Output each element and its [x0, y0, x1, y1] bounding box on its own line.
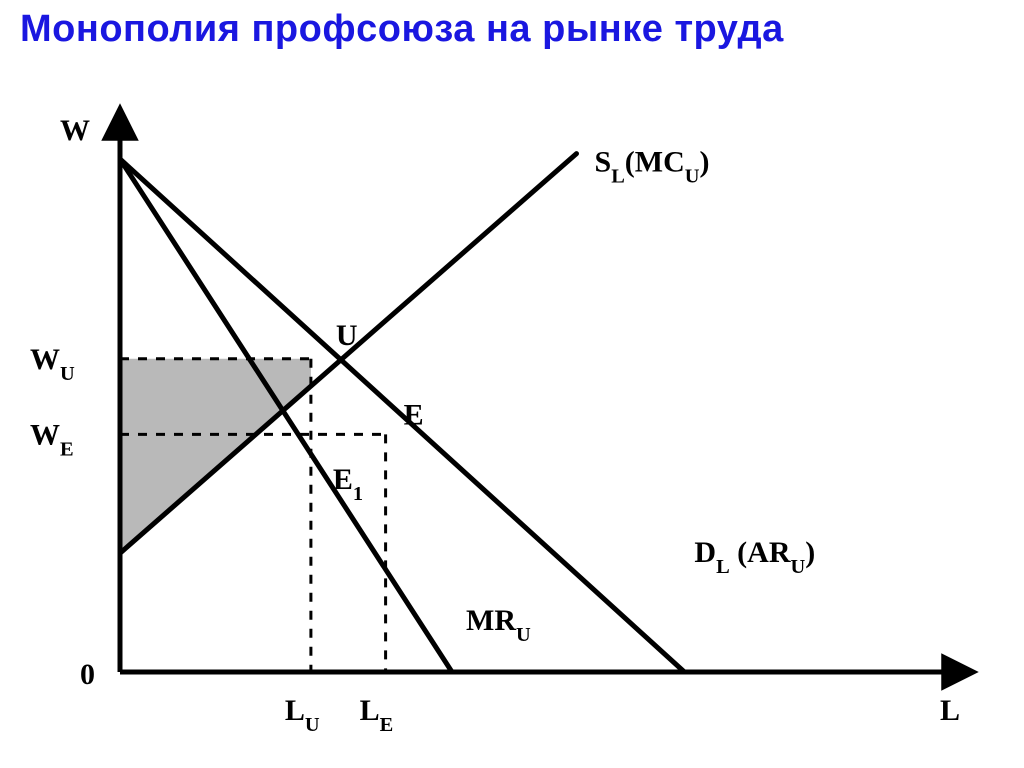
union-monopoly-diagram: WL0WUWELULESL(MCU)DL (ARU)MRUUEE1 [20, 72, 1000, 752]
page-title: Монополия профсоюза на рынке труда [20, 8, 1004, 51]
point-E-label: E [404, 398, 424, 431]
y-axis-label: W [60, 114, 90, 147]
demand-label: DL (ARU) [694, 536, 815, 578]
diagram-svg: WL0WUWELULESL(MCU)DL (ARU)MRUUEE1 [20, 72, 1000, 752]
plot-area: WL0WUWELULESL(MCU)DL (ARU)MRUUEE1 [30, 114, 960, 736]
y-tick-WE: WE [30, 418, 74, 460]
supply-label: SL(MCU) [595, 146, 710, 188]
origin-label: 0 [80, 658, 95, 691]
x-tick-LU: LU [285, 694, 320, 736]
mr-label: MRU [466, 604, 531, 646]
x-tick-LE: LE [360, 694, 394, 736]
x-axis-label: L [940, 694, 960, 727]
point-U-label: U [336, 319, 358, 352]
shaded-region [120, 359, 311, 553]
y-tick-WU: WU [30, 343, 75, 385]
